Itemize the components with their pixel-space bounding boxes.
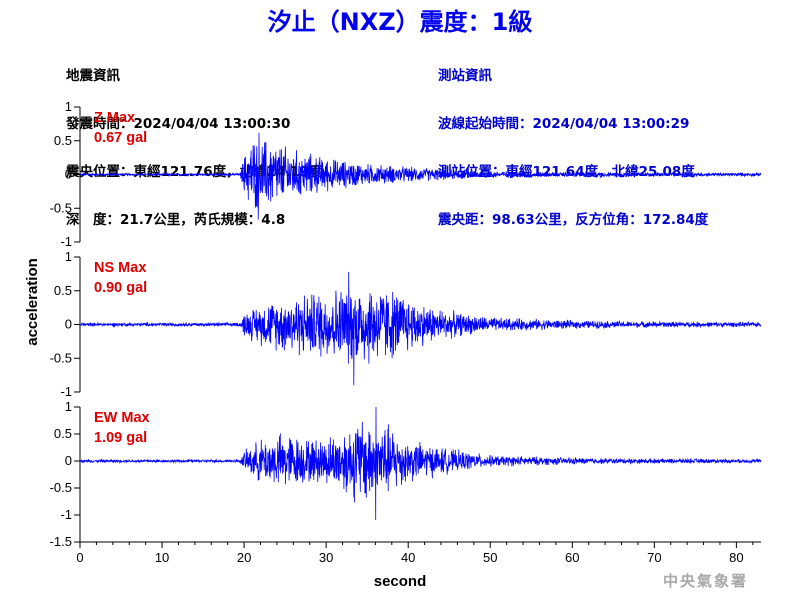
station-location: 測站位置：東經121.64度，北緯25.08度 xyxy=(438,164,695,180)
ns-y-tick-label: 0.5 xyxy=(54,283,72,298)
ew-y-tick-label: 1 xyxy=(65,399,72,414)
z-y-tick-label: -1 xyxy=(60,234,72,249)
x-axis-title: second xyxy=(374,573,427,590)
ew-y-tick-label: -1.5 xyxy=(50,534,72,549)
z-waveform xyxy=(79,132,762,220)
earthquake-info-heading: 地震資訊 xyxy=(66,68,120,84)
z-max-value: 0.67 gal xyxy=(94,130,147,146)
z-y-tick-label: 1 xyxy=(65,99,72,114)
x-tick-label: 0 xyxy=(76,550,83,565)
agency-watermark: 中央氣象署 xyxy=(662,572,748,590)
station-info-heading: 測站資訊 xyxy=(438,68,492,84)
z-y-tick-label: 0.5 xyxy=(54,133,72,148)
depth-magnitude: 深 度：21.7公里，芮氏規模：4.8 xyxy=(66,212,286,228)
origin-time: 發震時間：2024/04/04 13:00:30 xyxy=(66,116,291,132)
x-tick-label: 80 xyxy=(729,550,743,565)
waveform-start-time: 波線起始時間：2024/04/04 13:00:29 xyxy=(438,116,690,132)
epicentral-distance: 震央距：98.63公里，反方位角：172.84度 xyxy=(438,212,709,228)
ns-y-tick-label: 0 xyxy=(65,317,72,332)
chart-title: 汐止（NXZ）震度：1級 xyxy=(267,8,533,36)
y-axis-title: acceleration xyxy=(24,258,41,346)
ew-y-tick-label: 0.5 xyxy=(54,426,72,441)
x-tick-label: 40 xyxy=(401,550,415,565)
station-info: 測站資訊 波線起始時間：2024/04/04 13:00:29 測站位置：東經1… xyxy=(438,36,708,244)
ns-max-label: NS Max xyxy=(94,260,146,276)
ew-max-value: 1.09 gal xyxy=(94,430,147,446)
ew-y-tick-label: -0.5 xyxy=(50,480,72,495)
ns-waveform xyxy=(79,271,762,386)
ns-max-value: 0.90 gal xyxy=(94,280,147,296)
ew-y-tick-label: -1 xyxy=(60,507,72,522)
x-tick-label: 60 xyxy=(565,550,579,565)
ew-waveform xyxy=(79,406,762,520)
x-tick-label: 20 xyxy=(237,550,251,565)
z-y-tick-label: -0.5 xyxy=(50,200,72,215)
ns-y-tick-label: 1 xyxy=(65,249,72,264)
ns-y-tick-label: -0.5 xyxy=(50,350,72,365)
ns-y-tick-label: -1 xyxy=(60,384,72,399)
x-tick-label: 50 xyxy=(483,550,497,565)
ew-y-tick-label: 0 xyxy=(65,453,72,468)
z-y-tick-label: 0 xyxy=(65,167,72,182)
x-tick-label: 70 xyxy=(647,550,661,565)
ew-max-label: EW Max xyxy=(94,410,150,426)
x-tick-label: 10 xyxy=(155,550,169,565)
x-tick-label: 30 xyxy=(319,550,333,565)
z-max-label: Z Max xyxy=(94,110,135,126)
